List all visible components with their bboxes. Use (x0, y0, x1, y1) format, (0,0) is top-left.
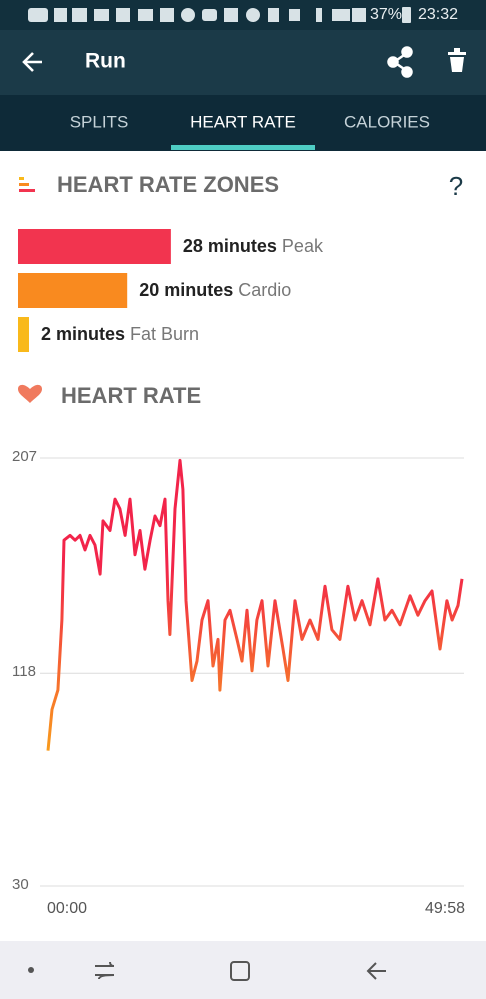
zones-icon (19, 177, 35, 192)
zone-name: Peak (282, 236, 324, 256)
back-nav-button[interactable] (366, 962, 386, 980)
nav-dot (28, 967, 34, 973)
x-tick-label: 49:58 (425, 900, 465, 917)
heart-rate-line (46, 458, 464, 751)
zone-minutes: 20 minutes (139, 280, 233, 300)
zones-title: HEART RATE ZONES (57, 172, 279, 197)
x-tick-label: 00:00 (47, 900, 87, 917)
share-button[interactable] (387, 46, 413, 78)
clock: 23:32 (418, 6, 458, 23)
tab[interactable]: SPLITS (70, 112, 129, 131)
status-icons (28, 7, 411, 23)
zone-label: 2 minutes Fat Burn (41, 324, 199, 344)
zone-name: Fat Burn (130, 324, 199, 344)
back-button[interactable] (22, 52, 42, 72)
heart-icon (18, 384, 42, 403)
help-button[interactable]: ? (449, 171, 463, 201)
zone-label: 28 minutes Peak (183, 236, 324, 256)
recents-button[interactable] (95, 961, 115, 980)
app-bar (0, 30, 486, 95)
delete-button[interactable] (448, 48, 466, 72)
zone-bar (18, 229, 171, 264)
tab[interactable]: HEART RATE (190, 112, 296, 131)
tab-indicator (171, 145, 315, 150)
zone-minutes: 28 minutes (183, 236, 277, 256)
screen-title: Run (85, 50, 126, 73)
tab-bar (0, 95, 486, 151)
battery: 37% (370, 6, 402, 23)
y-tick-label: 30 (12, 876, 29, 893)
tab[interactable]: CALORIES (344, 112, 430, 131)
home-button[interactable] (230, 961, 250, 981)
y-tick-label: 118 (12, 663, 36, 680)
nav-bar (0, 941, 486, 999)
zone-minutes: 2 minutes (41, 324, 125, 344)
y-tick-label: 207 (12, 448, 37, 465)
chart-title: HEART RATE (61, 383, 201, 408)
zone-bar (18, 317, 29, 352)
zone-bar (18, 273, 128, 308)
zone-label: 20 minutes Cardio (139, 280, 291, 300)
zone-name: Cardio (238, 280, 291, 300)
